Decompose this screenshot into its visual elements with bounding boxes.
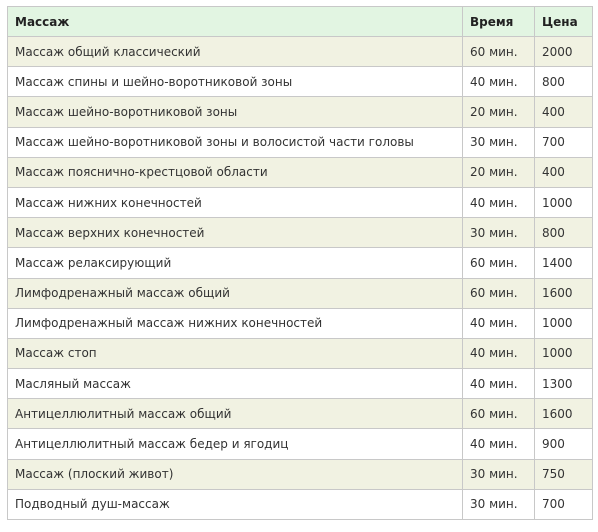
massage-price-table: Массаж Время Цена Массаж общий классичес… — [7, 6, 593, 521]
duration-cell: 60 мин. — [462, 277, 535, 309]
duration-cell: 30 мин. — [462, 217, 535, 249]
massage-name-cell: Подводный душ-массаж — [7, 488, 463, 521]
column-header-time: Время — [462, 6, 535, 37]
table-row: Массаж стоп 40 мин. 1000 — [7, 337, 593, 370]
price-cell: 1000 — [534, 186, 593, 219]
massage-name-cell: Массаж (плоский живот) — [7, 458, 463, 490]
duration-cell: 30 мин. — [462, 488, 535, 521]
price-cell: 1300 — [534, 368, 593, 400]
table-row: Массаж спины и шейно-воротниковой зоны 4… — [7, 66, 593, 98]
price-cell: 2000 — [534, 35, 593, 68]
table-row: Подводный душ-массаж 30 мин. 700 — [7, 488, 593, 521]
price-cell: 700 — [534, 488, 593, 521]
duration-cell: 40 мин. — [462, 307, 535, 339]
massage-name-cell: Антицеллюлитный массаж бедер и ягодиц — [7, 428, 463, 460]
table-header-row: Массаж Время Цена — [7, 6, 593, 37]
table-row: Массаж нижних конечностей 40 мин. 1000 — [7, 186, 593, 219]
price-cell: 1600 — [534, 398, 593, 430]
massage-name-cell: Антицеллюлитный массаж общий — [7, 398, 463, 430]
duration-cell: 40 мин. — [462, 368, 535, 400]
table-row: Лимфодренажный массаж общий 60 мин. 1600 — [7, 277, 593, 309]
duration-cell: 20 мин. — [462, 96, 535, 128]
price-cell: 700 — [534, 126, 593, 158]
price-cell: 400 — [534, 96, 593, 128]
massage-name-cell: Массаж пояснично-крестцовой области — [7, 156, 463, 188]
massage-name-cell: Массаж верхних конечностей — [7, 217, 463, 249]
duration-cell: 30 мин. — [462, 126, 535, 158]
table-row: Массаж шейно-воротниковой зоны и волосис… — [7, 126, 593, 158]
table-row: Массаж (плоский живот) 30 мин. 750 — [7, 458, 593, 490]
massage-name-cell: Массаж шейно-воротниковой зоны — [7, 96, 463, 128]
price-cell: 1600 — [534, 277, 593, 309]
massage-name-cell: Массаж стоп — [7, 337, 463, 370]
massage-name-cell: Массаж спины и шейно-воротниковой зоны — [7, 66, 463, 98]
price-cell: 400 — [534, 156, 593, 188]
price-cell: 750 — [534, 458, 593, 490]
column-header-price: Цена — [534, 6, 593, 37]
duration-cell: 40 мин. — [462, 66, 535, 98]
table-row: Антицеллюлитный массаж бедер и ягодиц 40… — [7, 428, 593, 460]
table-row: Антицеллюлитный массаж общий 60 мин. 160… — [7, 398, 593, 430]
massage-name-cell: Лимфодренажный массаж общий — [7, 277, 463, 309]
duration-cell: 40 мин. — [462, 337, 535, 370]
duration-cell: 20 мин. — [462, 156, 535, 188]
table-row: Массаж пояснично-крестцовой области 20 м… — [7, 156, 593, 188]
table-row: Массаж общий классический 60 мин. 2000 — [7, 35, 593, 68]
massage-name-cell: Массаж общий классический — [7, 35, 463, 68]
table-row: Масляный массаж 40 мин. 1300 — [7, 368, 593, 400]
price-cell: 1400 — [534, 247, 593, 279]
price-cell: 1000 — [534, 337, 593, 370]
massage-name-cell: Массаж нижних конечностей — [7, 186, 463, 219]
duration-cell: 60 мин. — [462, 247, 535, 279]
price-cell: 800 — [534, 66, 593, 98]
massage-name-cell: Масляный массаж — [7, 368, 463, 400]
price-cell: 1000 — [534, 307, 593, 339]
table-row: Лимфодренажный массаж нижних конечностей… — [7, 307, 593, 339]
duration-cell: 40 мин. — [462, 428, 535, 460]
column-header-massage: Массаж — [7, 6, 463, 37]
table-row: Массаж релаксирующий 60 мин. 1400 — [7, 247, 593, 279]
price-cell: 900 — [534, 428, 593, 460]
price-cell: 800 — [534, 217, 593, 249]
duration-cell: 60 мин. — [462, 398, 535, 430]
duration-cell: 40 мин. — [462, 186, 535, 219]
table-row: Массаж шейно-воротниковой зоны 20 мин. 4… — [7, 96, 593, 128]
table-row: Массаж верхних конечностей 30 мин. 800 — [7, 217, 593, 249]
massage-name-cell: Массаж релаксирующий — [7, 247, 463, 279]
massage-name-cell: Лимфодренажный массаж нижних конечностей — [7, 307, 463, 339]
duration-cell: 60 мин. — [462, 35, 535, 68]
duration-cell: 30 мин. — [462, 458, 535, 490]
massage-name-cell: Массаж шейно-воротниковой зоны и волосис… — [7, 126, 463, 158]
